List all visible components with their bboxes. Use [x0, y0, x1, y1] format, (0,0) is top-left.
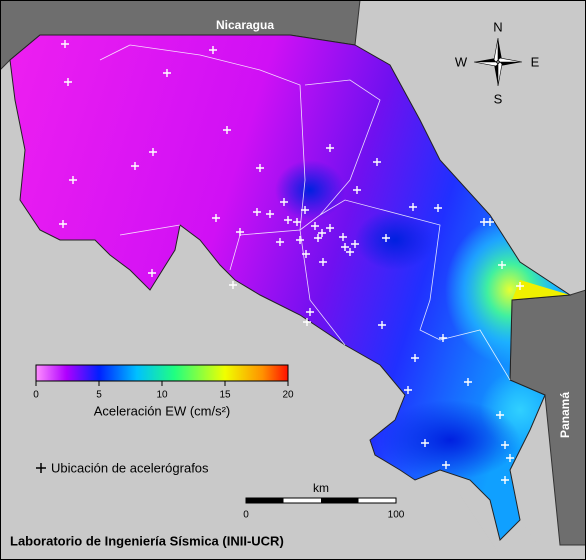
- colorbar-scale: [35, 364, 289, 382]
- station-marker: [301, 206, 309, 214]
- scale-unit: km: [313, 481, 329, 495]
- colorbar-label: Aceleración EW (cm/s²): [94, 403, 231, 418]
- station-marker: [326, 144, 334, 152]
- station-marker: [341, 243, 349, 251]
- station-marker: [319, 258, 327, 266]
- colorbar-tick-label: 10: [156, 390, 168, 401]
- station-marker: [256, 164, 264, 172]
- station-marker: [284, 216, 292, 224]
- station-marker: [293, 218, 301, 226]
- station-marker: [236, 228, 244, 236]
- station-marker: [314, 234, 322, 242]
- station-marker: [439, 334, 447, 342]
- station-marker: [351, 240, 359, 248]
- station-marker: [149, 148, 157, 156]
- station-marker: [346, 248, 354, 256]
- colorbar-tick-label: 15: [219, 390, 231, 401]
- scale-tick-label: 100: [388, 510, 405, 521]
- station-marker: [411, 354, 419, 362]
- station-marker: [409, 203, 417, 211]
- station-marker: [496, 411, 504, 419]
- station-marker: [353, 186, 361, 194]
- station-marker: [148, 269, 156, 277]
- colorbar-tick-label: 5: [96, 390, 102, 401]
- station-marker: [59, 220, 67, 228]
- station-marker: [163, 69, 171, 77]
- station-marker: [69, 176, 77, 184]
- country-label: Nicaragua: [216, 18, 274, 32]
- station-marker: [506, 454, 514, 462]
- scale-bar-segment: [246, 498, 284, 503]
- station-marker: [212, 214, 220, 222]
- station-marker: [318, 229, 326, 237]
- station-marker: [501, 476, 509, 484]
- stations: [59, 40, 524, 484]
- station-marker: [276, 238, 284, 246]
- station-marker: [442, 461, 450, 469]
- station-marker: [464, 378, 472, 386]
- colorbar-tick-label: 0: [33, 390, 39, 401]
- station-marker: [280, 198, 288, 206]
- station-marker: [378, 321, 386, 329]
- legend-marker: [36, 463, 46, 473]
- station-marker: [296, 236, 304, 244]
- colorbar: Aceleración EW (cm/s²) 0 5 10 15 20: [33, 364, 294, 418]
- province-borders: [99, 44, 511, 381]
- station-marker: [64, 78, 72, 86]
- station-marker: [516, 282, 524, 290]
- station-marker: [266, 210, 274, 218]
- footer: Laboratorio de Ingeniería Sísmica (INII-…: [10, 533, 284, 548]
- station-marker: [223, 126, 231, 134]
- scale-tick-label: 0: [243, 510, 249, 521]
- station-marker: [209, 46, 217, 54]
- station-marker: [339, 233, 347, 241]
- scale-bar: km 0 100: [243, 481, 405, 520]
- station-marker: [326, 224, 334, 232]
- station-marker: [229, 281, 237, 289]
- station-marker: [404, 386, 412, 394]
- station-marker: [498, 261, 506, 269]
- colorbar-tick-label: 20: [282, 390, 294, 401]
- station-marker: [303, 318, 311, 326]
- station-marker: [382, 234, 390, 242]
- station-marker: [61, 40, 69, 48]
- station-marker: [434, 204, 442, 212]
- compass-label: W: [455, 54, 468, 69]
- station-marker: [421, 439, 429, 447]
- compass: N S W E: [455, 19, 540, 106]
- compass-label: S: [494, 91, 503, 106]
- coast: [0, 440, 586, 560]
- station-marker: [486, 218, 494, 226]
- station-marker: [302, 250, 310, 258]
- country-label: Panamá: [558, 392, 572, 438]
- compass-label: E: [531, 54, 540, 69]
- station-marker: [311, 222, 319, 230]
- scale-bar-segment: [321, 498, 359, 503]
- station-marker: [131, 162, 139, 170]
- station-marker: [253, 208, 261, 216]
- legend-label: Ubicación de acelerógrafos: [51, 460, 209, 475]
- station-marker: [501, 441, 509, 449]
- station-marker: [373, 158, 381, 166]
- compass-label: N: [493, 19, 502, 34]
- station-marker: [306, 308, 314, 316]
